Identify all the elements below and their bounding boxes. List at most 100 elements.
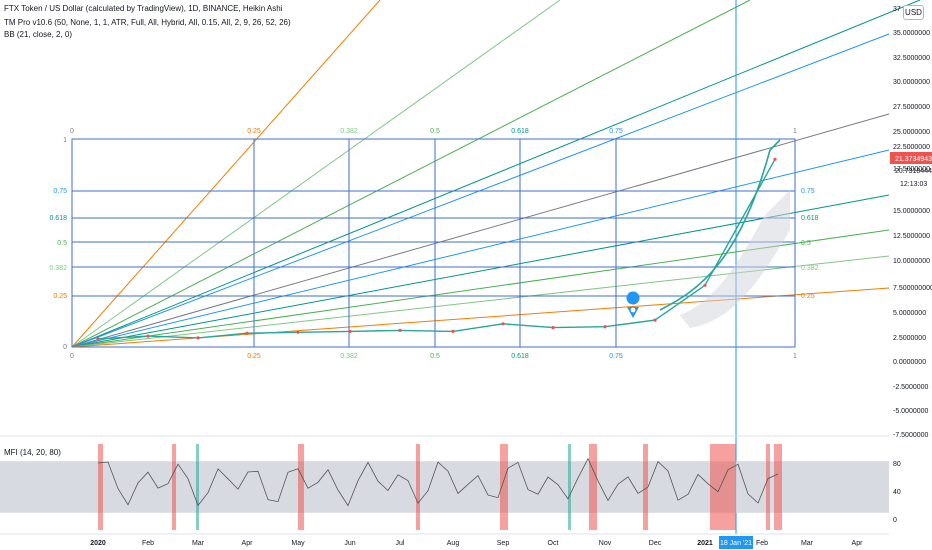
gann-fan-lines (71, 0, 921, 348)
mfi-highlight (500, 444, 508, 530)
mfi-highlight (416, 444, 420, 530)
price-point (96, 337, 100, 341)
price-point (451, 329, 455, 333)
chart-title: FTX Token / US Dollar (calculated by Tra… (4, 4, 283, 13)
fib-right-label: 0.618 (801, 215, 819, 222)
mfi-axis-label: 0 (893, 517, 897, 524)
fan-line (71, 194, 890, 348)
price-point (348, 329, 352, 333)
mfi-highlight (710, 444, 736, 530)
price-point (296, 330, 300, 334)
current-price-label: 21.3734943 (895, 156, 932, 163)
price-point (773, 157, 777, 161)
time-axis-label: Jun (344, 540, 355, 547)
price-axis-label: 15.0000000 (893, 208, 930, 215)
price-axis-label: 37 (893, 6, 901, 13)
price-point (196, 336, 200, 340)
currency-button[interactable]: USD (903, 5, 924, 20)
countdown-label: 12:13:03 (900, 181, 927, 188)
mfi-highlight (774, 444, 782, 530)
time-axis-label: Mar (801, 540, 814, 547)
fib-top-label: 0.75 (609, 128, 623, 135)
fib-bottom-label: 1 (793, 353, 797, 360)
mfi-highlight (98, 444, 103, 530)
time-axis-label: Oct (548, 540, 559, 547)
time-axis[interactable]: 2020 Feb Mar Apr May Jun Jul Aug Sep Oct Nov Dec 202… (0, 533, 889, 549)
mfi-highlight (298, 444, 304, 530)
time-axis-label: Nov (599, 540, 612, 547)
fan-line (71, 0, 751, 348)
fib-left-label: 1 (63, 137, 67, 144)
mfi-highlight (196, 444, 199, 530)
mfi-axis-label: 80 (893, 461, 901, 468)
price-line (97, 158, 776, 340)
price-axis-label: 0.0000000 (893, 359, 926, 366)
crosshair-date-tag (719, 536, 753, 549)
price-axis-label: 10.0000000 (893, 258, 930, 265)
mfi-legend[interactable]: MFI (14, 20, 80) (4, 448, 61, 457)
fib-left-label: 0.618 (49, 215, 67, 222)
price-axis-label: 27.5000000 (893, 104, 930, 111)
price-point (501, 322, 505, 326)
fib-top-label: 0.382 (340, 128, 358, 135)
mfi-highlight (568, 444, 571, 530)
fib-bottom-label: 0.618 (511, 353, 529, 360)
time-axis-label: 2021 (697, 540, 713, 547)
fan-line (71, 0, 381, 348)
indicator-bb[interactable]: BB (21, close, 2, 0) (4, 30, 73, 39)
price-axis-label: 30.0000000 (893, 79, 930, 86)
mfi-highlight (172, 444, 176, 530)
mfi-highlight (766, 444, 770, 530)
fib-grid: 0 0.25 0.382 0.5 0.618 0.75 10 0.25 0.382 0.5 0.61… (49, 0, 819, 534)
price-axis-label: 12.5000000 (893, 233, 930, 240)
price-axis-label: 2.5000000 (893, 335, 926, 342)
fib-bottom-label: 0.5 (430, 353, 440, 360)
price-axis-label: 7.5000000000 (893, 285, 932, 292)
price-axis[interactable]: 37 35.0000000 32.5000000 30.0000000 27.50000… (890, 6, 932, 524)
price-axis-label: 32.5000000 (893, 55, 930, 62)
time-axis-label: Aug (447, 540, 460, 547)
price-axis-label: -7.5000000 (893, 432, 929, 439)
fib-right-label: 0.382 (801, 265, 819, 272)
price-axis-label: 5.0000000 (893, 310, 926, 317)
location-marker-icon (626, 291, 640, 305)
fib-left-label: 0.5 (57, 240, 67, 247)
time-axis-label: May (291, 540, 305, 547)
time-axis-label: Mar (192, 540, 205, 547)
price-axis-label: 35.0000000 (893, 30, 930, 37)
price-point (703, 283, 707, 287)
time-axis-label: Jul (396, 540, 405, 547)
fib-right-label: 0.75 (801, 188, 815, 195)
price-point (653, 318, 657, 322)
price-point (551, 326, 555, 330)
price-axis-label: 20.7318444 (895, 168, 932, 175)
fib-top-label: 1 (793, 128, 797, 135)
time-axis-label: Sep (497, 540, 510, 547)
bollinger-band (680, 190, 790, 328)
time-axis-label: 2020 (90, 540, 106, 547)
indicator-tm-pro[interactable]: TM Pro v10.6 (50, None, 1, 1, ATR, Full,… (4, 18, 291, 27)
fib-top-label: 0.618 (511, 128, 529, 135)
mfi-highlight (643, 444, 648, 530)
fib-bottom-label: 0 (70, 353, 74, 360)
price-axis-label: -2.5000000 (893, 384, 929, 391)
time-axis-label: Dec (649, 540, 662, 547)
fib-left-label: 0.75 (53, 188, 67, 195)
fan-line (71, 113, 890, 348)
fib-left-label: 0.382 (49, 265, 67, 272)
fib-top-label: 0.25 (247, 128, 261, 135)
fib-right-label: 0.25 (801, 293, 815, 300)
location-marker-icon (630, 307, 636, 313)
time-axis-label: Feb (142, 540, 154, 547)
mfi-line (97, 457, 779, 507)
time-axis-label: Feb (756, 540, 768, 547)
fib-box (71, 138, 796, 348)
mfi-highlight (589, 444, 597, 530)
price-point (146, 334, 150, 338)
price-axis-label: 25.0000000 (893, 129, 930, 136)
fan-line (71, 255, 890, 348)
current-price-tag (890, 152, 932, 164)
fan-line (71, 149, 890, 348)
mfi-axis-label: 40 (893, 489, 901, 496)
